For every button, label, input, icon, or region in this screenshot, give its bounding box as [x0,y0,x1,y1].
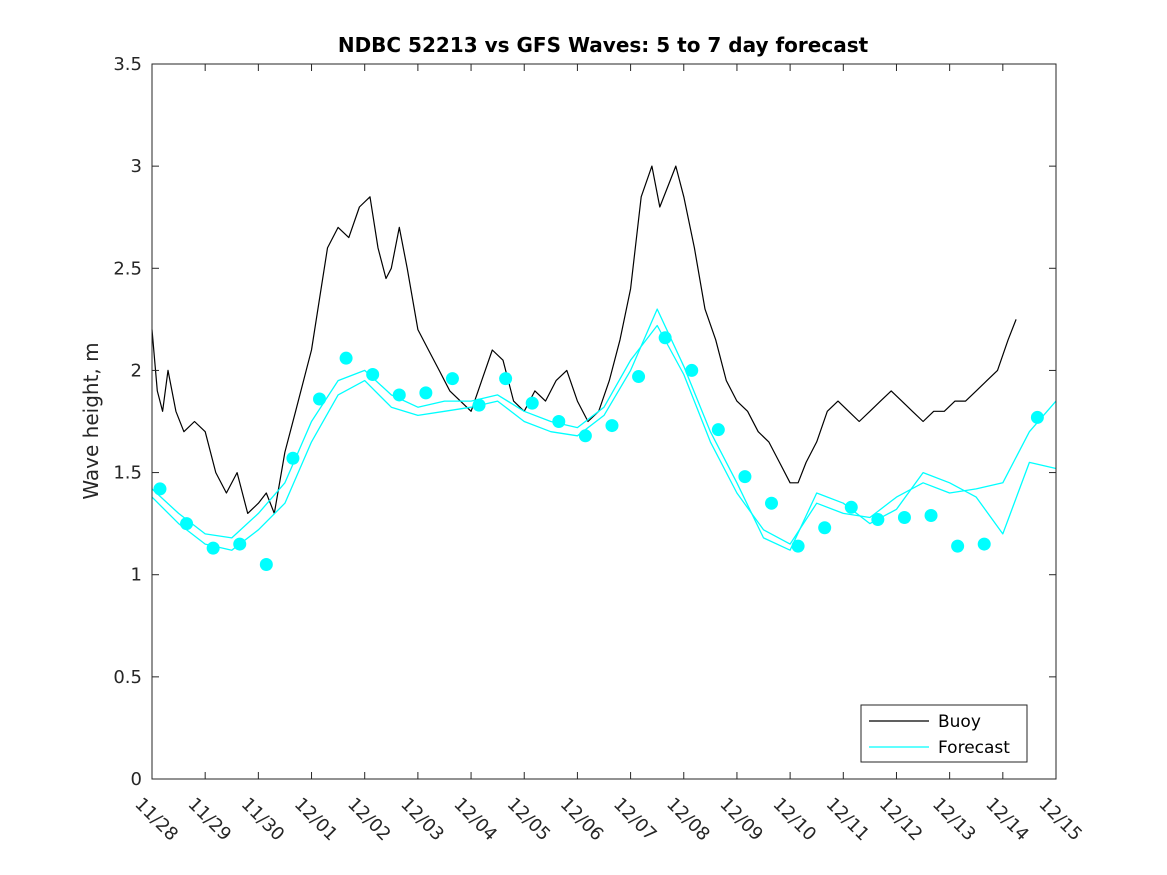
forecast-point-28 [871,513,885,527]
y-tick-label-3: 1.5 [113,463,142,484]
forecast-point-24 [765,496,779,510]
forecast-point-29 [897,511,911,525]
y-tick-label-4: 2 [131,360,142,381]
chart-title: NDBC 52213 vs GFS Waves: 5 to 7 day fore… [338,33,869,57]
forecast-point-9 [366,368,380,382]
forecast-point-21 [685,363,699,377]
forecast-point-3 [206,541,220,555]
forecast-point-2 [180,517,194,531]
forecast-point-33 [1030,410,1044,424]
plot-background [152,64,1056,779]
forecast-point-13 [472,398,486,412]
forecast-point-1 [153,482,167,496]
forecast-point-6 [286,451,300,465]
forecast-line-2 [151,308,1057,551]
forecast-line-1 [151,324,1057,545]
axes-box [151,63,1057,780]
legend-box [860,704,1028,763]
y-tick-label-0: 0 [131,769,142,790]
legend: Buoy Forecast [860,704,1028,763]
forecast-point-26 [818,521,832,535]
series-layer [151,165,1057,571]
forecast-point-18 [605,419,619,433]
forecast-point-15 [525,396,539,410]
forecast-point-10 [392,388,406,402]
forecast-point-32 [977,537,991,551]
forecast-point-19 [632,370,646,384]
plot-area [152,64,1056,779]
forecast-point-23 [738,470,752,484]
legend-label-buoy: Buoy [938,712,981,732]
forecast-point-11 [419,386,433,400]
y-tick-label-5: 2.5 [113,258,142,279]
forecast-point-8 [339,351,353,365]
y-axis-label: Wave height, m [79,342,103,499]
forecast-point-16 [552,415,566,428]
y-tick-label-7: 3.5 [113,54,142,75]
forecast-point-25 [791,539,805,553]
forecast-point-7 [313,392,327,406]
y-tick-label-1: 0.5 [113,667,142,688]
forecast-point-20 [658,331,672,345]
forecast-point-30 [924,508,938,522]
forecast-point-12 [445,372,459,386]
buoy-line [151,165,1017,515]
y-tick-label-6: 3 [131,156,142,177]
forecast-point-17 [578,429,592,443]
forecast-point-31 [951,539,965,553]
legend-label-forecast: Forecast [938,738,1010,758]
forecast-point-4 [233,537,247,551]
y-tick-label-2: 1 [131,565,142,586]
forecast-point-27 [844,500,858,514]
forecast-point-5 [259,558,273,571]
forecast-point-14 [499,372,513,386]
forecast-point-22 [711,423,725,437]
